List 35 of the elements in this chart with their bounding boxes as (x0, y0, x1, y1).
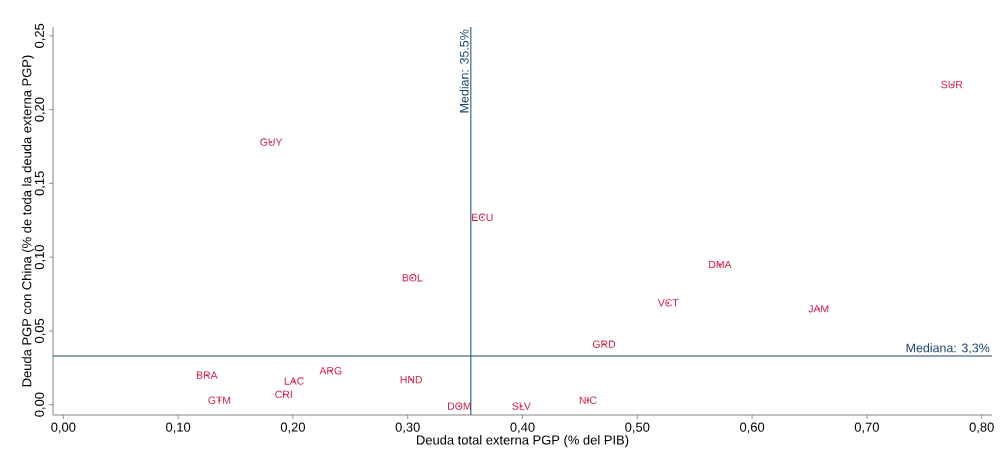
data-label: BRA (196, 371, 218, 379)
x-tick-label: 0,50 (625, 422, 650, 434)
data-label: ARG (319, 367, 342, 375)
x-tick-label: 0,80 (969, 422, 994, 434)
y-tick-label: 0,05 (34, 318, 46, 344)
y-axis-title: Deuda PGP con China (% de toda la deuda externa PGP) (21, 55, 34, 387)
x-tick-label: 0,10 (166, 422, 191, 434)
y-tick-label: 0,20 (34, 97, 46, 122)
ref-line-label: Median: 35.5% (459, 29, 469, 113)
data-label: DMA (709, 260, 732, 269)
x-axis-title: Deuda total externa PGP (% del PIB) (417, 435, 629, 448)
data-label: HND (400, 376, 422, 384)
data-label: BOL (402, 274, 423, 282)
data-label: ECU (472, 213, 493, 222)
y-tick-label: 0,15 (34, 171, 46, 196)
data-label: NIC (579, 396, 597, 404)
y-tick-label: 0,25 (34, 23, 46, 48)
data-label: GRD (592, 340, 616, 348)
data-label: CRI (275, 390, 292, 399)
data-label: JAM (808, 305, 829, 313)
data-label: GTM (208, 396, 231, 404)
data-label: SUR (941, 80, 963, 89)
x-tick-label: 0,20 (280, 422, 306, 434)
y-tick-label: 0,00 (34, 392, 46, 417)
x-tick-label: 0,30 (395, 422, 420, 434)
x-tick-label: 0,00 (51, 422, 76, 434)
x-tick-label: 0,60 (739, 422, 765, 434)
data-label: GUY (260, 138, 283, 146)
data-label: SLV (512, 402, 531, 410)
data-label: LAC (284, 377, 304, 385)
x-tick-label: 0,70 (854, 422, 879, 434)
y-tick-label: 0,10 (34, 245, 46, 270)
data-label: VCT (657, 299, 679, 307)
x-tick-label: 0,40 (510, 422, 535, 434)
ref-line-label: Mediana: 3,3% (906, 343, 990, 354)
